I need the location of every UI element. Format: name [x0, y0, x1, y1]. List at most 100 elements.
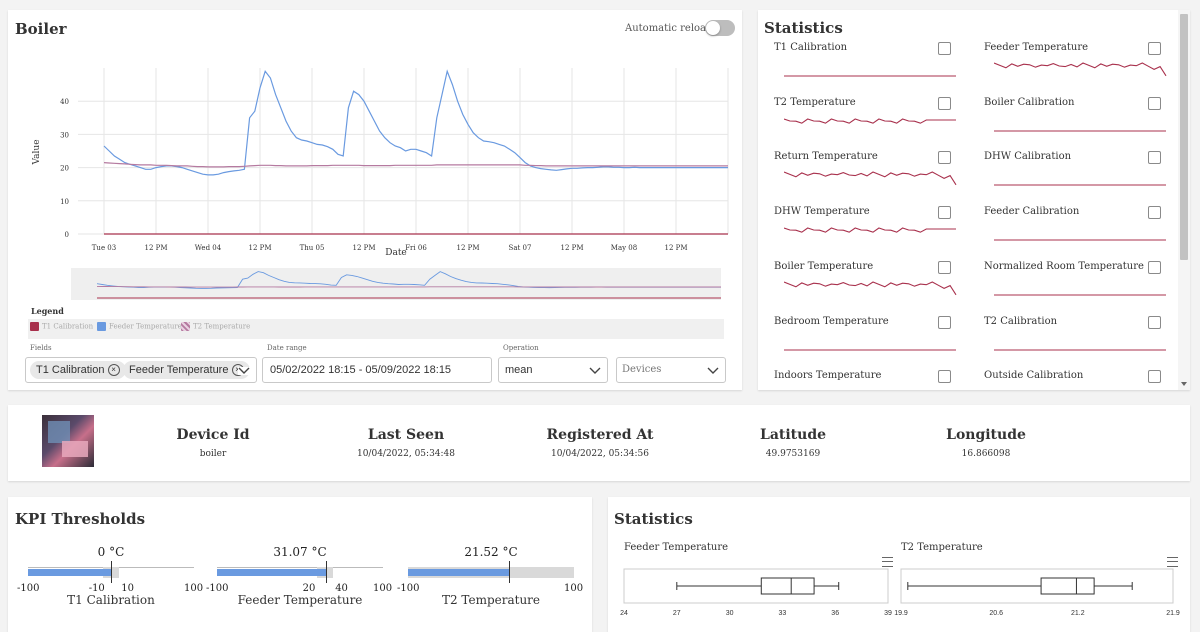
boxplot-tick-label: 19.9: [894, 610, 908, 617]
stat-checkbox[interactable]: [1148, 370, 1161, 384]
gauge-fill: [408, 569, 509, 576]
gauge-marker: [111, 561, 112, 583]
sparkline: [994, 239, 1166, 241]
stat-label: Feeder Calibration: [984, 206, 1080, 218]
legend-item-feeder[interactable]: Feeder Temperature: [97, 322, 182, 331]
stat-checkbox[interactable]: [1148, 151, 1161, 165]
sparkline: [994, 184, 1166, 186]
x-tick-label: 12 PM: [456, 244, 479, 252]
device-id-heading: Device Id: [176, 427, 250, 443]
registered-at-heading: Registered At: [546, 427, 654, 443]
boxplot-tick-label: 21.2: [1071, 610, 1085, 617]
boxplot-tick-label: 33: [779, 610, 787, 617]
y-tick-label: 40: [60, 98, 69, 106]
boxplot-tick-label: 21.9: [1166, 610, 1180, 617]
operation-select[interactable]: mean: [498, 357, 608, 383]
last-seen-value: 10/04/2022, 05:34:48: [356, 449, 455, 459]
legend-item-t1[interactable]: T1 Calibration: [30, 322, 93, 331]
gauge-fill: [217, 569, 326, 576]
gauge-name: Feeder Temperature: [237, 593, 363, 607]
boxplot-chart: 24 27 30 33 36 39: [620, 568, 892, 617]
stat-checkbox[interactable]: [938, 315, 951, 329]
date-range-label: Date range: [267, 344, 307, 352]
chip-remove-icon[interactable]: ×: [107, 364, 120, 377]
gauge-min-label: -100: [397, 583, 420, 594]
stat-checkbox[interactable]: [1148, 96, 1161, 110]
stat-checkbox[interactable]: [1148, 206, 1161, 220]
stat-checkbox[interactable]: [938, 96, 951, 110]
gauge-name: T1 Calibration: [67, 593, 155, 607]
sparkline-path: [784, 281, 957, 295]
kpi-value-label: 31.07 °C: [273, 545, 327, 559]
stat-label: Normalized Room Temperature: [984, 260, 1144, 272]
scroll-down-arrow[interactable]: [1181, 382, 1187, 386]
sparkline-path: [784, 118, 956, 124]
stat-checkbox[interactable]: [1148, 315, 1161, 329]
legend-bar: T1 Calibration Feeder Temperature T2 Tem…: [28, 319, 724, 339]
y-tick-label: 0: [65, 231, 69, 239]
scrollbar[interactable]: [1178, 10, 1190, 390]
x-tick-label: Thu 05: [300, 244, 325, 252]
stat-checkbox[interactable]: [938, 151, 951, 165]
chevron-down-icon[interactable]: [238, 367, 250, 375]
sparkline: [784, 75, 956, 77]
chevron-down-icon[interactable]: [589, 367, 601, 375]
sparkline-path: [994, 62, 1167, 77]
kpi-value-label: 21.52 °C: [464, 545, 518, 559]
sparkline: [994, 294, 1166, 296]
box: [760, 577, 815, 595]
stat-label: Indoors Temperature: [774, 370, 882, 382]
x-tick-label: Wed 04: [195, 244, 222, 252]
chevron-down-icon[interactable]: [707, 367, 719, 375]
stat-checkbox[interactable]: [1148, 42, 1161, 55]
chip-feeder-temperature[interactable]: Feeder Temperature ×: [123, 361, 250, 379]
y-tick-label: 30: [60, 131, 69, 139]
boxplot-tick-label: 27: [673, 610, 681, 617]
sparkline: [784, 171, 957, 186]
chip-t1-calibration[interactable]: T1 Calibration ×: [30, 361, 126, 379]
y-tick-label: 10: [60, 198, 69, 206]
sparkline: [784, 118, 956, 124]
menu-icon[interactable]: [1167, 557, 1178, 567]
devices-select[interactable]: Devices: [616, 357, 726, 383]
stat-checkbox[interactable]: [1148, 260, 1161, 274]
auto-reload-label: Automatic reload:: [625, 23, 716, 34]
stat-checkbox[interactable]: [938, 260, 951, 274]
stat-checkbox[interactable]: [938, 42, 951, 55]
kpi-card: KPI Thresholds 0 °C -100 100 -10 10 T1 Calibr…: [8, 497, 592, 632]
legend-item-t2[interactable]: T2 Temperature: [181, 322, 250, 331]
series-line-2: [103, 162, 728, 168]
gauge-name: T2 Temperature: [441, 593, 541, 607]
fields-select[interactable]: T1 Calibration × Feeder Temperature ×: [25, 357, 257, 383]
boxplot-title: T2 Temperature: [901, 542, 983, 553]
kpi-value-label: 0 °C: [97, 545, 125, 559]
x-tick-label: Sat 07: [509, 244, 532, 252]
kpi-title: KPI Thresholds: [15, 510, 146, 528]
x-tick-label: 12 PM: [144, 244, 167, 252]
stat-checkbox[interactable]: [938, 206, 951, 220]
menu-icon[interactable]: [882, 557, 893, 567]
registered-at-value: 10/04/2022, 05:34:56: [550, 449, 649, 459]
toggle-knob: [706, 21, 720, 35]
stat-label: Bedroom Temperature: [774, 315, 889, 327]
boxplot-title: Feeder Temperature: [624, 542, 729, 553]
sparkline: [994, 348, 1166, 351]
gauge-max-label: 100: [184, 583, 204, 594]
gauge-fill: [28, 569, 111, 576]
x-tick-label: 12 PM: [664, 244, 687, 252]
legend-title: Legend: [31, 306, 64, 316]
latitude-heading: Latitude: [759, 427, 827, 443]
gauge-max-label: 100: [373, 583, 393, 594]
latitude-value: 49.9753169: [765, 449, 821, 459]
box: [1040, 577, 1095, 595]
scrollbar-thumb[interactable]: [1180, 14, 1188, 260]
last-seen-heading: Last Seen: [367, 427, 445, 443]
stat-label: Feeder Temperature: [984, 42, 1089, 53]
stat-checkbox[interactable]: [938, 370, 951, 384]
date-range-input[interactable]: 05/02/2022 18:15 - 05/09/2022 18:15: [262, 357, 492, 383]
gauge-min-label: -100: [206, 583, 229, 594]
auto-reload-toggle[interactable]: [705, 20, 735, 36]
gauge-min-label: -100: [17, 583, 40, 594]
boxplot-frame: [900, 568, 1174, 604]
x-axis-label: Date: [385, 248, 407, 258]
